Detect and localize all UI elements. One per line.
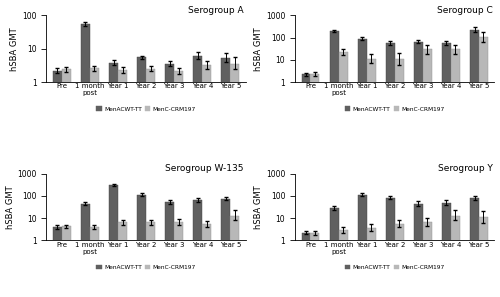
Bar [137, 57, 146, 297]
Bar [479, 217, 488, 297]
Bar [358, 195, 366, 297]
Bar [222, 58, 230, 297]
Bar [338, 230, 347, 297]
Bar [302, 75, 310, 297]
Bar [366, 228, 376, 297]
Bar [62, 226, 71, 297]
Bar [338, 52, 347, 297]
Bar [174, 222, 183, 297]
Bar [53, 227, 62, 297]
Bar [386, 198, 394, 297]
Bar [330, 31, 338, 297]
Bar [310, 233, 320, 297]
Bar [165, 64, 174, 297]
Y-axis label: hSBA GMT: hSBA GMT [6, 185, 15, 229]
Bar [194, 200, 202, 297]
Bar [302, 233, 310, 297]
Bar [202, 224, 211, 297]
Bar [414, 42, 423, 297]
Legend: MenACWT-TT, MenC-CRM197: MenACWT-TT, MenC-CRM197 [342, 262, 447, 272]
Bar [174, 71, 183, 297]
Bar [394, 224, 404, 297]
Bar [442, 43, 451, 297]
Text: Serogroup Y: Serogroup Y [438, 164, 492, 173]
Bar [118, 222, 127, 297]
Bar [470, 30, 479, 297]
Bar [53, 71, 62, 297]
Bar [109, 184, 118, 297]
Bar [366, 59, 376, 297]
Bar [222, 199, 230, 297]
Bar [194, 56, 202, 297]
Bar [451, 216, 460, 297]
Bar [358, 39, 366, 297]
Bar [230, 64, 239, 297]
Text: Serogroup A: Serogroup A [188, 6, 244, 15]
Text: Serogroup C: Serogroup C [436, 6, 492, 15]
Bar [109, 63, 118, 297]
Legend: MenACWT-TT, MenC-CRM197: MenACWT-TT, MenC-CRM197 [94, 104, 198, 114]
Legend: MenACWT-TT, MenC-CRM197: MenACWT-TT, MenC-CRM197 [94, 262, 198, 272]
Bar [202, 65, 211, 297]
Y-axis label: hSBA GMT: hSBA GMT [254, 185, 263, 229]
Bar [310, 75, 320, 297]
Bar [118, 70, 127, 297]
Bar [62, 69, 71, 297]
Bar [146, 222, 155, 297]
Bar [394, 59, 404, 297]
Y-axis label: hSBA GMT: hSBA GMT [254, 27, 263, 70]
Bar [451, 49, 460, 297]
Bar [146, 69, 155, 297]
Bar [165, 202, 174, 297]
Bar [442, 203, 451, 297]
Legend: MenACWT-TT, MenC-CRM197: MenACWT-TT, MenC-CRM197 [342, 104, 447, 114]
Text: Serogroup W-135: Serogroup W-135 [166, 164, 244, 173]
Bar [137, 195, 146, 297]
Bar [386, 43, 394, 297]
Bar [230, 216, 239, 297]
Bar [330, 208, 338, 297]
Bar [479, 37, 488, 297]
Bar [423, 222, 432, 297]
Bar [90, 227, 99, 297]
Bar [423, 49, 432, 297]
Bar [470, 198, 479, 297]
Bar [90, 68, 99, 297]
Bar [81, 24, 90, 297]
Bar [81, 203, 90, 297]
Y-axis label: hSBA GMT: hSBA GMT [10, 27, 20, 70]
Bar [414, 203, 423, 297]
